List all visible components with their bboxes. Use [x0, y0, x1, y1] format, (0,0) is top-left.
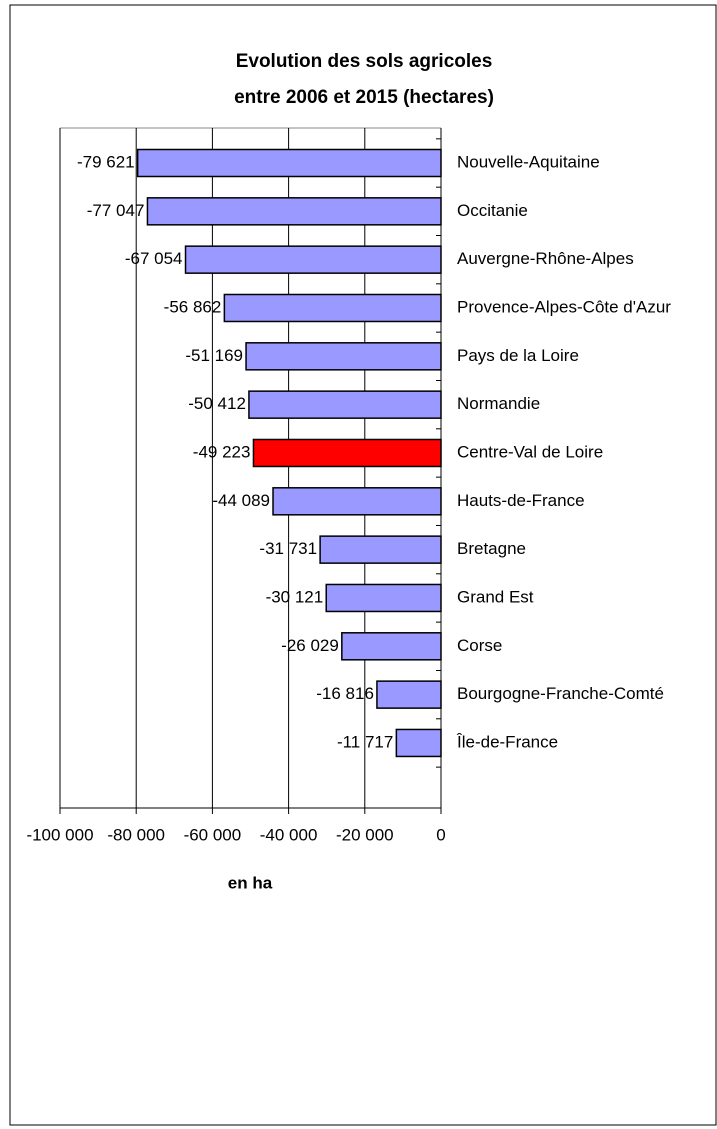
- data-label: -49 223: [193, 442, 251, 461]
- data-label: -79 621: [77, 152, 135, 171]
- y-tick-label: Bourgogne-Franche-Comté: [457, 684, 664, 703]
- bar: [325, 583, 442, 613]
- data-label: -31 731: [259, 539, 317, 558]
- y-tick-label: Île-de-France: [456, 732, 558, 751]
- y-tick-label: Normandie: [457, 394, 540, 413]
- x-tick-label: -40 000: [260, 825, 318, 844]
- y-tick-label: Occitanie: [457, 201, 528, 220]
- bar: [395, 728, 442, 758]
- y-tick-label: Grand Est: [457, 587, 534, 606]
- chart-title: Evolution des sols agricoles: [236, 51, 493, 72]
- bar: [341, 632, 442, 661]
- data-label: -50 412: [188, 394, 246, 413]
- y-tick-label: Pays de la Loire: [457, 346, 579, 365]
- bar: [223, 293, 442, 323]
- data-label: -56 862: [164, 297, 222, 316]
- x-tick-label: -100 000: [26, 825, 93, 844]
- data-label: -11 717: [337, 732, 393, 751]
- x-tick-label: -60 000: [184, 825, 242, 844]
- y-tick-label: Bretagne: [457, 539, 526, 558]
- data-label: -77 047: [87, 201, 145, 220]
- data-label: -51 169: [185, 346, 243, 365]
- y-tick-label: Auvergne-Rhône-Alpes: [457, 249, 634, 268]
- data-label: -44 089: [212, 491, 270, 510]
- bar: [146, 197, 442, 226]
- data-label: -30 121: [266, 587, 324, 606]
- x-tick-label: -80 000: [107, 825, 165, 844]
- bar: [248, 390, 442, 419]
- bar: [184, 245, 442, 274]
- y-tick-label: Centre-Val de Loire: [457, 442, 603, 461]
- data-label: -26 029: [281, 636, 339, 655]
- bar: [272, 487, 442, 516]
- data-label: -67 054: [125, 249, 183, 268]
- y-tick-label: Provence-Alpes-Côte d'Azur: [457, 297, 671, 316]
- chart-title: entre 2006 et 2015 (hectares): [234, 87, 494, 108]
- x-tick-label: -20 000: [336, 825, 394, 844]
- bar: [319, 535, 442, 564]
- y-tick-label: Corse: [457, 636, 502, 655]
- data-label: -16 816: [316, 684, 374, 703]
- frame: [9, 4, 717, 1126]
- y-tick-label: Hauts-de-France: [457, 491, 585, 510]
- bar: [136, 148, 442, 178]
- x-tick-label: 0: [436, 825, 445, 844]
- bar: [245, 342, 442, 371]
- y-tick-label: Nouvelle-Aquitaine: [457, 152, 600, 171]
- bar: [252, 438, 442, 468]
- x-axis-label: en ha: [228, 873, 273, 892]
- bar: [376, 680, 442, 709]
